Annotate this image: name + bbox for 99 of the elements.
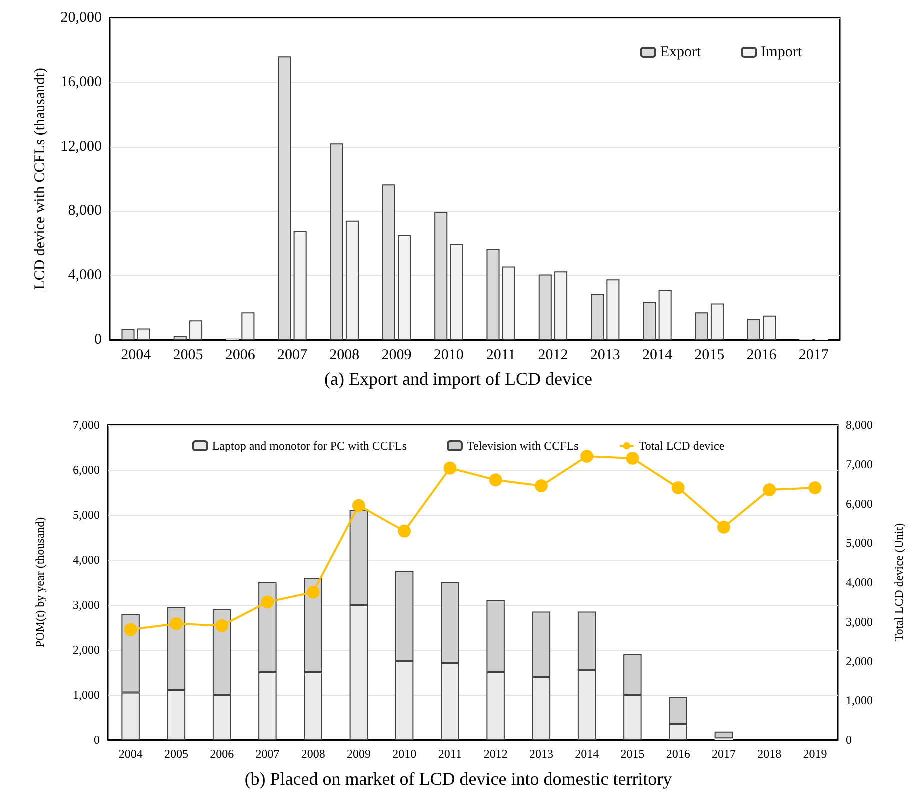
x-tick-label: 2012 [484, 747, 508, 761]
x-tick-label: 2015 [694, 348, 725, 364]
x-tick-label: 2014 [575, 747, 600, 761]
y-tick-label: 2,000 [73, 643, 100, 657]
x-tick-label: 2011 [438, 747, 462, 761]
y2-tick-label: 1,000 [846, 694, 873, 708]
x-tick-label: 2014 [642, 348, 673, 364]
y-tick-label: 12,000 [60, 138, 102, 155]
x-tick-label: 2013 [529, 747, 554, 761]
bar [137, 328, 150, 340]
point [672, 482, 685, 494]
text: (b) Placed on market of LCD device into domestic territory [244, 769, 672, 789]
bar [714, 732, 734, 739]
point [717, 520, 730, 534]
x-tick-label: 2006 [210, 747, 234, 761]
bar [450, 244, 464, 340]
x-tick-label: 2013 [590, 348, 620, 364]
point [216, 619, 229, 632]
legend-label: Total LCD device [638, 439, 725, 453]
bar [695, 312, 708, 340]
y-tick-label: 5,000 [73, 508, 100, 522]
y-tick-label: 0 [94, 733, 100, 747]
x-tick-label: 2012 [538, 348, 568, 364]
point [261, 596, 274, 609]
point [170, 617, 183, 630]
point [306, 586, 320, 599]
point [444, 462, 457, 475]
bar [502, 266, 516, 340]
bar [606, 280, 620, 340]
x-tick-label: 2008 [330, 348, 360, 364]
legend-label: Export [660, 44, 702, 60]
x-tick-label: 2009 [382, 348, 412, 364]
bar [643, 302, 656, 340]
point [626, 452, 640, 465]
bar [710, 304, 724, 340]
y2-tick-label: 3,000 [846, 614, 873, 629]
bar [122, 330, 135, 340]
y2-tick-label: 2,000 [846, 654, 873, 668]
y-tick-label: 7,000 [73, 418, 100, 432]
x-tick-label: 2010 [434, 348, 464, 364]
legend-label: Import [761, 44, 803, 60]
bar [398, 235, 412, 340]
x-tick-label: 2016 [746, 348, 778, 364]
x-tick-label: 2015 [620, 747, 645, 761]
bar [747, 319, 760, 340]
point [534, 480, 548, 493]
y-tick-label: 1,000 [73, 688, 100, 702]
text: (a) Export and import of LCD device [324, 369, 592, 389]
legend-label: Laptop and monotor for PC with CCFLs [212, 439, 408, 453]
x-tick-label: 2017 [712, 747, 736, 761]
y-tick-label: 3,000 [73, 598, 100, 612]
y-axis-title: LCD device with CCFLs (thausandt) [32, 68, 48, 290]
bar [763, 316, 776, 340]
y2-axis-title: Total LCD device (Unit) [892, 523, 906, 642]
point [352, 499, 366, 512]
point [808, 482, 822, 494]
x-tick-label: 2007 [278, 348, 308, 364]
bar [294, 231, 307, 340]
y2-tick-label: 7,000 [846, 457, 873, 472]
y-axis-title: POM(t) by year (thousand) [33, 517, 47, 648]
point [398, 524, 412, 538]
point [489, 474, 502, 487]
bar [190, 320, 203, 340]
y2-tick-label: 0 [846, 733, 852, 747]
bar [591, 294, 604, 340]
x-tick-label: 2007 [256, 747, 280, 761]
x-tick-label: 2004 [118, 747, 143, 761]
y2-tick-label: 8,000 [846, 418, 873, 432]
y-tick-label: 20,000 [60, 10, 102, 26]
x-tick-label: 2005 [173, 348, 204, 364]
y2-tick-label: 6,000 [846, 496, 873, 511]
x-tick-label: 2009 [346, 747, 371, 761]
point [580, 450, 594, 463]
bar [658, 290, 672, 340]
bar [242, 312, 255, 340]
x-tick-label: 2018 [758, 747, 782, 761]
bar [346, 220, 359, 340]
y-tick-label: 0 [94, 332, 102, 348]
point [763, 483, 776, 496]
bar [174, 336, 187, 340]
y-tick-label: 4,000 [73, 553, 100, 567]
x-tick-label: 2017 [798, 348, 830, 364]
y-tick-label: 16,000 [60, 74, 102, 90]
x-tick-label: 2019 [803, 747, 828, 761]
x-tick-label: 2016 [666, 747, 690, 761]
y2-tick-label: 4,000 [846, 576, 873, 590]
x-tick-label: 2008 [301, 747, 326, 761]
point [124, 623, 138, 636]
y-tick-label: 6,000 [73, 463, 100, 477]
x-tick-label: 2011 [486, 348, 516, 364]
bar [554, 272, 568, 340]
y-tick-label: 4,000 [68, 268, 102, 284]
y2-tick-label: 5,000 [846, 536, 873, 550]
x-tick-label: 2005 [164, 747, 188, 761]
y-tick-label: 8,000 [68, 203, 102, 220]
x-tick-label: 2004 [121, 348, 152, 364]
x-tick-label: 2010 [392, 747, 417, 761]
x-tick-label: 2006 [225, 348, 256, 364]
legend-label: Television with CCFLs [467, 439, 580, 453]
